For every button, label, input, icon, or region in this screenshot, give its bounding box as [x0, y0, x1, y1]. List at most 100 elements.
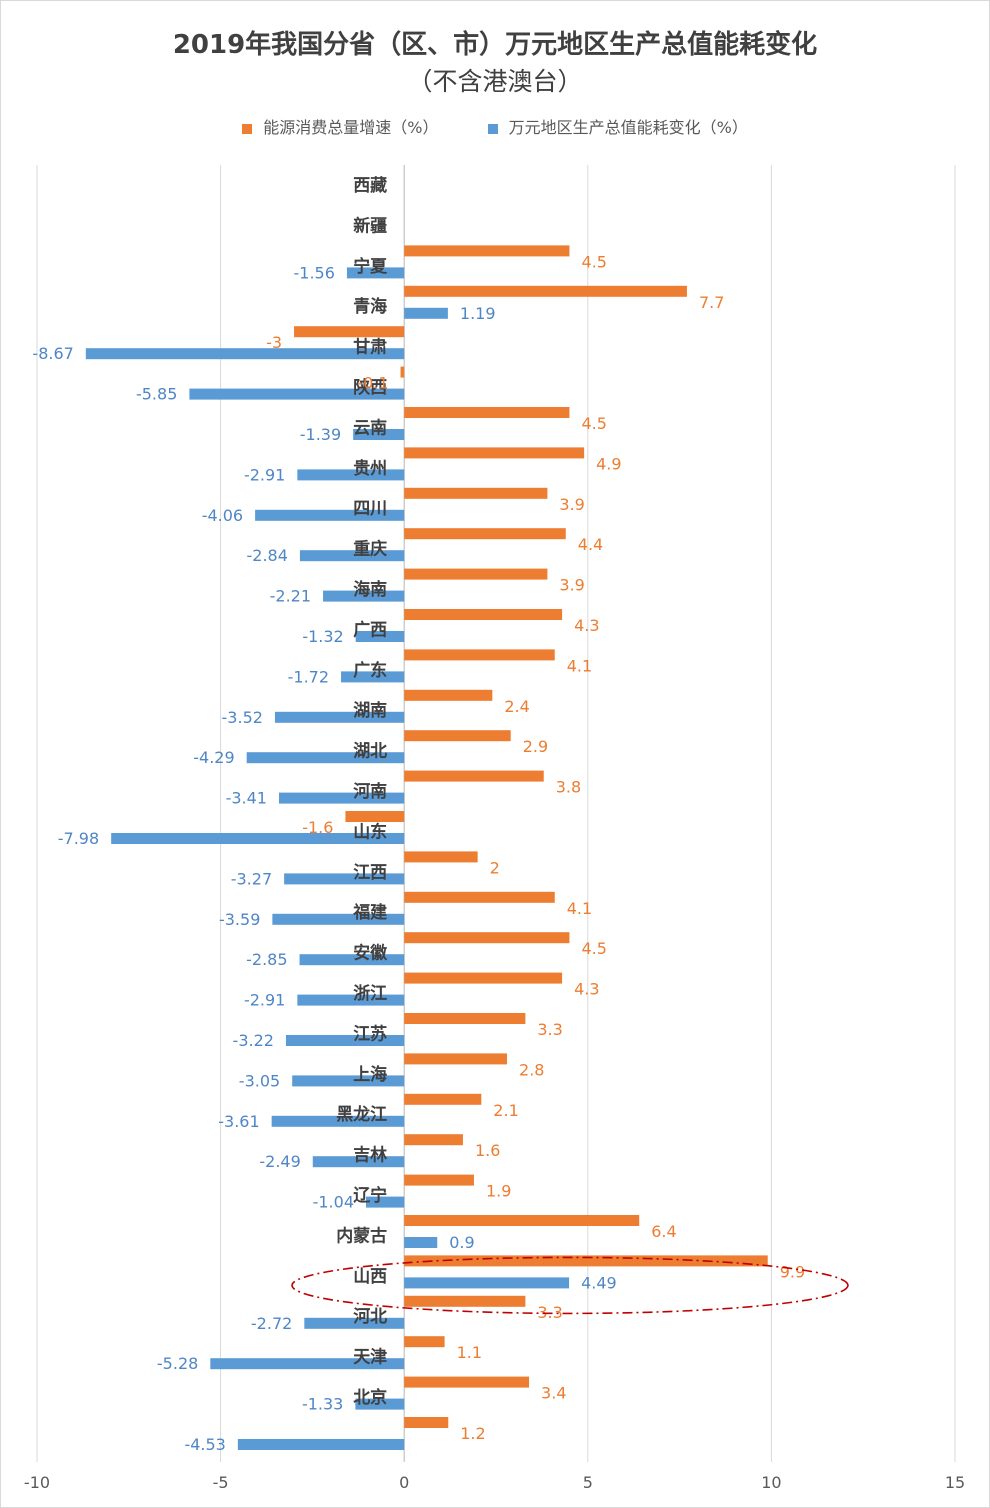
bar-energy-growth — [404, 1013, 526, 1024]
bar-energy-growth — [404, 1255, 768, 1267]
x-tick-label: 10 — [761, 1473, 781, 1492]
data-label-intensity-change: -2.91 — [244, 991, 285, 1010]
data-label-energy-growth: 2 — [490, 858, 500, 877]
legend-label-energy-growth: 能源消费总量增速（%） — [263, 118, 439, 137]
category-label: 广东 — [353, 660, 387, 681]
bar-intensity-change — [274, 711, 405, 723]
bar-intensity-change — [237, 1439, 405, 1450]
data-label-intensity-change: -2.91 — [244, 465, 285, 484]
bar-intensity-change — [189, 388, 405, 400]
bar-energy-growth — [404, 770, 544, 782]
category-label: 河北 — [353, 1307, 387, 1327]
data-label-energy-growth: 4.5 — [581, 252, 606, 271]
data-label-energy-growth: 4.1 — [567, 899, 592, 918]
bar-energy-growth — [404, 932, 570, 944]
data-label-energy-growth: 4.9 — [596, 454, 621, 473]
data-label-intensity-change: -2.85 — [246, 950, 287, 969]
data-label-intensity-change: 1.19 — [460, 304, 496, 323]
category-label: 天津 — [353, 1347, 387, 1368]
bar-intensity-change — [246, 752, 405, 764]
category-label: 海南 — [353, 579, 387, 600]
bar-intensity-change — [297, 994, 405, 1006]
data-label-intensity-change: -1.32 — [302, 627, 343, 646]
bar-energy-growth — [404, 1093, 482, 1105]
category-label: 陕西 — [353, 377, 387, 398]
bar-energy-growth — [404, 285, 687, 297]
category-label: 河南 — [353, 781, 387, 802]
category-label: 黑龙江 — [336, 1104, 387, 1125]
category-label: 上海 — [353, 1064, 387, 1085]
data-label-energy-growth: 1.9 — [486, 1182, 511, 1201]
category-label: 山东 — [353, 821, 387, 842]
category-label: 山西 — [353, 1267, 387, 1287]
category-label: 福建 — [352, 902, 387, 923]
data-label-energy-growth: 4.5 — [581, 414, 606, 433]
legend-label-intensity-change: 万元地区生产总值能耗变化（%） — [508, 118, 748, 137]
data-label-intensity-change: -1.39 — [300, 425, 341, 444]
bar-energy-growth — [404, 891, 555, 903]
category-label: 新疆 — [353, 215, 387, 236]
bar-intensity-change — [366, 1196, 405, 1208]
category-label: 吉林 — [353, 1145, 387, 1166]
bar-energy-growth — [404, 730, 511, 742]
x-tick-label: 15 — [945, 1473, 965, 1492]
category-label: 北京 — [353, 1387, 387, 1408]
x-tick-labels: -10 -5 0 5 10 15 — [24, 1473, 965, 1492]
bar-intensity-change — [341, 671, 405, 683]
bar-energy-growth — [345, 811, 405, 822]
category-label: 江苏 — [353, 1023, 387, 1044]
data-label-intensity-change: -1.04 — [313, 1193, 354, 1212]
bar-intensity-change — [111, 833, 405, 844]
bar-intensity-change — [284, 873, 405, 885]
data-label-intensity-change: -2.49 — [259, 1152, 300, 1171]
category-label: 湖北 — [353, 742, 387, 762]
data-label-intensity-change: -2.84 — [247, 546, 288, 565]
category-label: 青海 — [353, 296, 387, 317]
category-label: 内蒙古 — [336, 1225, 387, 1246]
bar-intensity-change — [304, 1317, 405, 1329]
data-label-energy-growth: 3.8 — [556, 778, 581, 797]
chart-subtitle: （不含港澳台） — [407, 67, 583, 96]
bar-intensity-change — [292, 1075, 405, 1087]
category-label: 江西 — [353, 863, 387, 883]
bar-energy-growth — [404, 1336, 445, 1348]
highlight-layer — [291, 1256, 849, 1315]
data-label-energy-growth: -1.6 — [302, 818, 333, 837]
data-label-intensity-change: -3.22 — [233, 1031, 274, 1050]
data-label-intensity-change: -3.52 — [222, 708, 263, 727]
bar-energy-growth — [404, 1295, 526, 1307]
data-label-intensity-change: 4.49 — [581, 1273, 617, 1292]
bar-energy-growth — [404, 1134, 463, 1146]
bar-intensity-change — [353, 429, 405, 440]
chart-title: 2019年我国分省（区、市）万元地区生产总值能耗变化 — [172, 30, 818, 60]
data-label-intensity-change: -3.61 — [218, 1112, 259, 1131]
data-label-energy-growth: 2.4 — [504, 697, 529, 716]
bar-energy-growth — [404, 487, 548, 499]
x-tick-label: 0 — [399, 1473, 409, 1492]
legend-item-intensity-change: 万元地区生产总值能耗变化（%） — [487, 114, 748, 138]
bar-energy-growth — [404, 1174, 474, 1186]
category-label: 浙江 — [353, 983, 387, 1004]
category-label: 辽宁 — [353, 1185, 387, 1206]
bar-energy-growth — [400, 366, 405, 378]
bar-intensity-change — [85, 348, 405, 360]
data-label-energy-growth: 3.9 — [559, 576, 584, 595]
data-label-energy-growth: 4.1 — [567, 656, 592, 675]
bar-energy-growth — [404, 1417, 449, 1428]
bar-intensity-change — [297, 469, 405, 481]
bar-intensity-change — [404, 1237, 438, 1248]
data-label-intensity-change: -5.85 — [136, 385, 177, 404]
bar-energy-growth — [404, 851, 478, 863]
data-label-energy-growth: 1.2 — [460, 1424, 485, 1443]
data-label-intensity-change: 0.9 — [449, 1233, 474, 1252]
data-label-intensity-change: -1.56 — [294, 263, 335, 282]
legend-item-energy-growth: 能源消费总量增速（%） — [242, 114, 438, 138]
bar-intensity-change — [299, 954, 405, 966]
bar-intensity-change — [312, 1156, 405, 1168]
bars — [85, 245, 768, 1450]
legend: 能源消费总量增速（%） 万元地区生产总值能耗变化（%） — [0, 114, 990, 138]
bar-intensity-change — [404, 1277, 570, 1289]
highlight-ellipse — [291, 1256, 849, 1315]
category-label: 四川 — [353, 499, 387, 519]
